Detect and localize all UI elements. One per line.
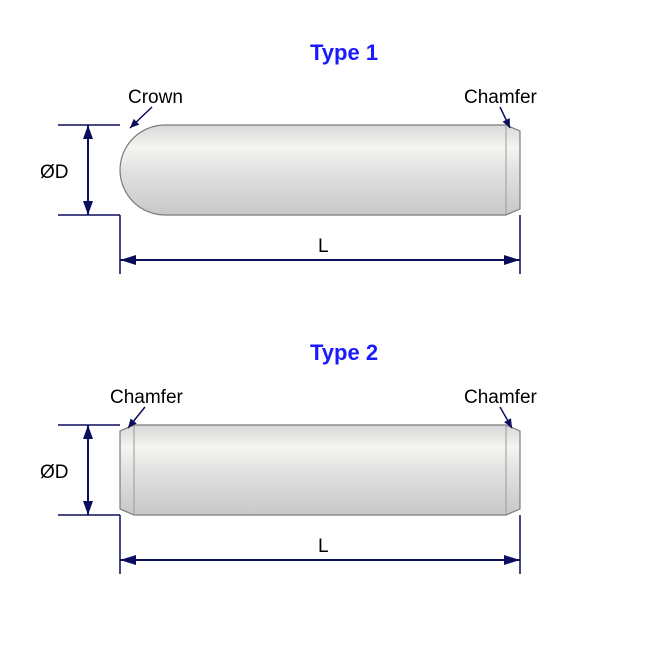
type2-chamfer-right-label: Chamfer <box>464 387 538 408</box>
type1-chamfer-label: Chamfer <box>464 87 538 108</box>
type2-length-dim: L <box>120 515 520 574</box>
type2-diameter-dim: ØD <box>40 425 120 515</box>
length-label: L <box>318 236 329 257</box>
type2-chamfer-left-label: Chamfer <box>110 387 184 408</box>
type1-length-dim: L <box>120 215 520 274</box>
length-label: L <box>318 536 329 557</box>
type2-pin <box>120 425 520 515</box>
diameter-label: ØD <box>40 462 69 483</box>
diameter-label: ØD <box>40 162 69 183</box>
type1-crown-label: Crown <box>128 87 183 108</box>
type1-diameter-dim: ØD <box>40 125 120 215</box>
type1-pin <box>120 125 520 215</box>
type1-title: Type 1 <box>310 40 378 65</box>
diagram-canvas: Type 1 Crown Chamfer ØD L Type 2 Chamfer <box>0 0 670 670</box>
type2-title: Type 2 <box>310 340 378 365</box>
